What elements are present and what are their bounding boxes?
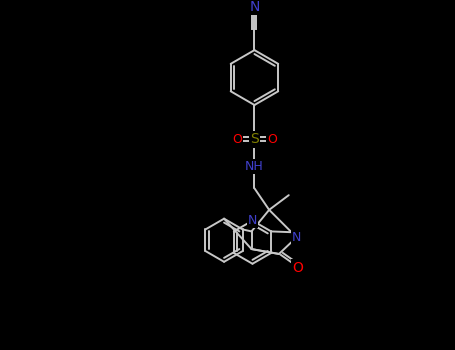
Text: N: N xyxy=(248,214,257,227)
Text: O: O xyxy=(267,133,277,146)
Text: S: S xyxy=(250,132,259,146)
Text: N: N xyxy=(249,0,260,14)
Text: N: N xyxy=(292,231,301,244)
Text: NH: NH xyxy=(245,160,264,173)
Text: O: O xyxy=(292,261,303,275)
Text: O: O xyxy=(232,133,242,146)
